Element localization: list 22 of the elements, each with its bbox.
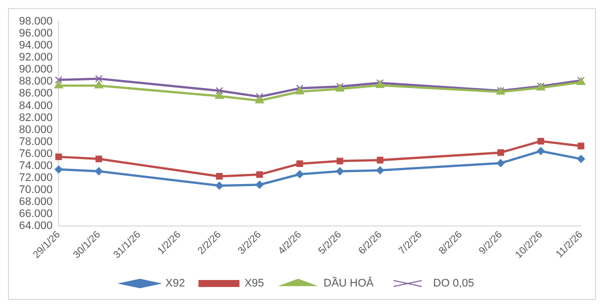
y-tick-label: 76.000 xyxy=(18,148,53,160)
legend-label: X92 xyxy=(165,278,185,290)
y-tick-label: 96.000 xyxy=(18,28,53,40)
legend-label: DO 0,05 xyxy=(433,278,474,290)
y-tick-label: 82.000 xyxy=(18,112,53,124)
y-tick-label: 86.000 xyxy=(18,88,53,100)
y-tick-label: 74.000 xyxy=(18,160,53,172)
y-tick-label: 72.000 xyxy=(18,172,53,184)
y-tick-label: 94.000 xyxy=(18,40,53,52)
y-tick-label: 68.000 xyxy=(18,196,53,208)
y-tick-label: 98.000 xyxy=(18,16,53,28)
y-tick-label: 84.000 xyxy=(18,100,53,112)
legend-label: X95 xyxy=(244,278,264,290)
y-tick-label: 88.000 xyxy=(18,76,53,88)
y-tick-label: 66.000 xyxy=(18,208,53,220)
y-tick-label: 80.000 xyxy=(18,124,53,136)
y-tick-label: 70.000 xyxy=(18,184,53,196)
y-tick-label: 64.000 xyxy=(18,220,53,232)
y-tick-label: 92.000 xyxy=(18,52,53,64)
legend-label: DẦU HOẢ xyxy=(324,276,374,290)
y-tick-label: 78.000 xyxy=(18,136,53,148)
y-tick-label: 90.000 xyxy=(18,64,53,76)
